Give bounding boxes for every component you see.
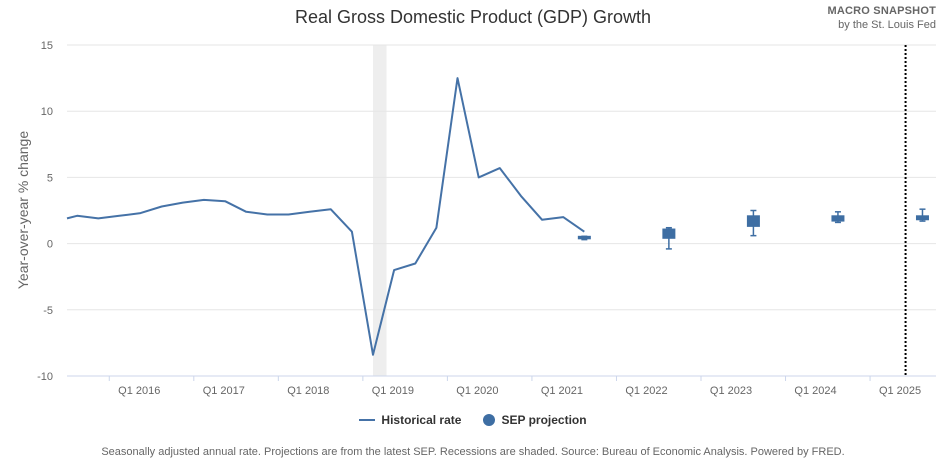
x-tick-label: Q1 2017 bbox=[203, 385, 245, 397]
projection-box[interactable] bbox=[577, 235, 591, 240]
footer-note: Seasonally adjusted annual rate. Project… bbox=[101, 446, 845, 458]
y-tick-label: 15 bbox=[41, 40, 53, 52]
legend-item-projection[interactable]: SEP projection bbox=[483, 413, 587, 427]
legend-label-historical: Historical rate bbox=[381, 413, 462, 427]
recession-shading-group bbox=[373, 45, 387, 376]
legend-item-historical[interactable]: Historical rate bbox=[359, 413, 461, 427]
historical-line[interactable] bbox=[66, 77, 585, 356]
x-tick-label: Q1 2019 bbox=[372, 385, 414, 397]
y-tick-label: -10 bbox=[37, 371, 53, 383]
projection-group[interactable] bbox=[577, 208, 929, 250]
x-tick-label: Q1 2022 bbox=[625, 385, 667, 397]
x-tick-label: Q1 2016 bbox=[118, 385, 160, 397]
projection-box[interactable] bbox=[662, 228, 676, 239]
recession-band bbox=[373, 45, 387, 376]
x-tick-label: Q1 2025 bbox=[879, 385, 921, 397]
x-tick-label: Q1 2024 bbox=[794, 385, 836, 397]
x-tick-label: Q1 2021 bbox=[541, 385, 583, 397]
y-tick-label: 5 bbox=[47, 172, 53, 184]
x-tick-label: Q1 2023 bbox=[710, 385, 752, 397]
series-group[interactable] bbox=[64, 75, 587, 358]
y-tick-labels: -10 -5 0 5 10 15 bbox=[37, 40, 53, 383]
gridlines bbox=[67, 44, 936, 377]
legend-dot-icon bbox=[483, 414, 496, 426]
brand-name: MACRO SNAPSHOT bbox=[827, 5, 936, 17]
y-tick-label: 0 bbox=[47, 239, 53, 251]
projection-box[interactable] bbox=[831, 215, 845, 222]
x-tick-labels: Q1 2016 Q1 2017 Q1 2018 Q1 2019 Q1 2020 Q1 20… bbox=[108, 376, 921, 397]
y-tick-label: 10 bbox=[41, 106, 53, 118]
chart-title: Real Gross Domestic Product (GDP) Growth bbox=[294, 7, 652, 27]
legend-line-icon bbox=[359, 419, 376, 421]
legend-label-projection: SEP projection bbox=[501, 413, 587, 427]
legend: Historical rate SEP projection bbox=[0, 413, 946, 427]
y-axis-label: Year-over-year % change bbox=[15, 131, 31, 289]
x-tick-label: Q1 2020 bbox=[456, 385, 498, 397]
brand-logo[interactable]: MACRO SNAPSHOT by the St. Louis Fed bbox=[827, 4, 936, 32]
brand-subtitle: by the St. Louis Fed bbox=[838, 19, 936, 31]
x-tick-label: Q1 2018 bbox=[287, 385, 329, 397]
y-tick-label: -5 bbox=[43, 305, 53, 317]
projection-box[interactable] bbox=[915, 215, 929, 221]
projection-box[interactable] bbox=[746, 215, 760, 227]
